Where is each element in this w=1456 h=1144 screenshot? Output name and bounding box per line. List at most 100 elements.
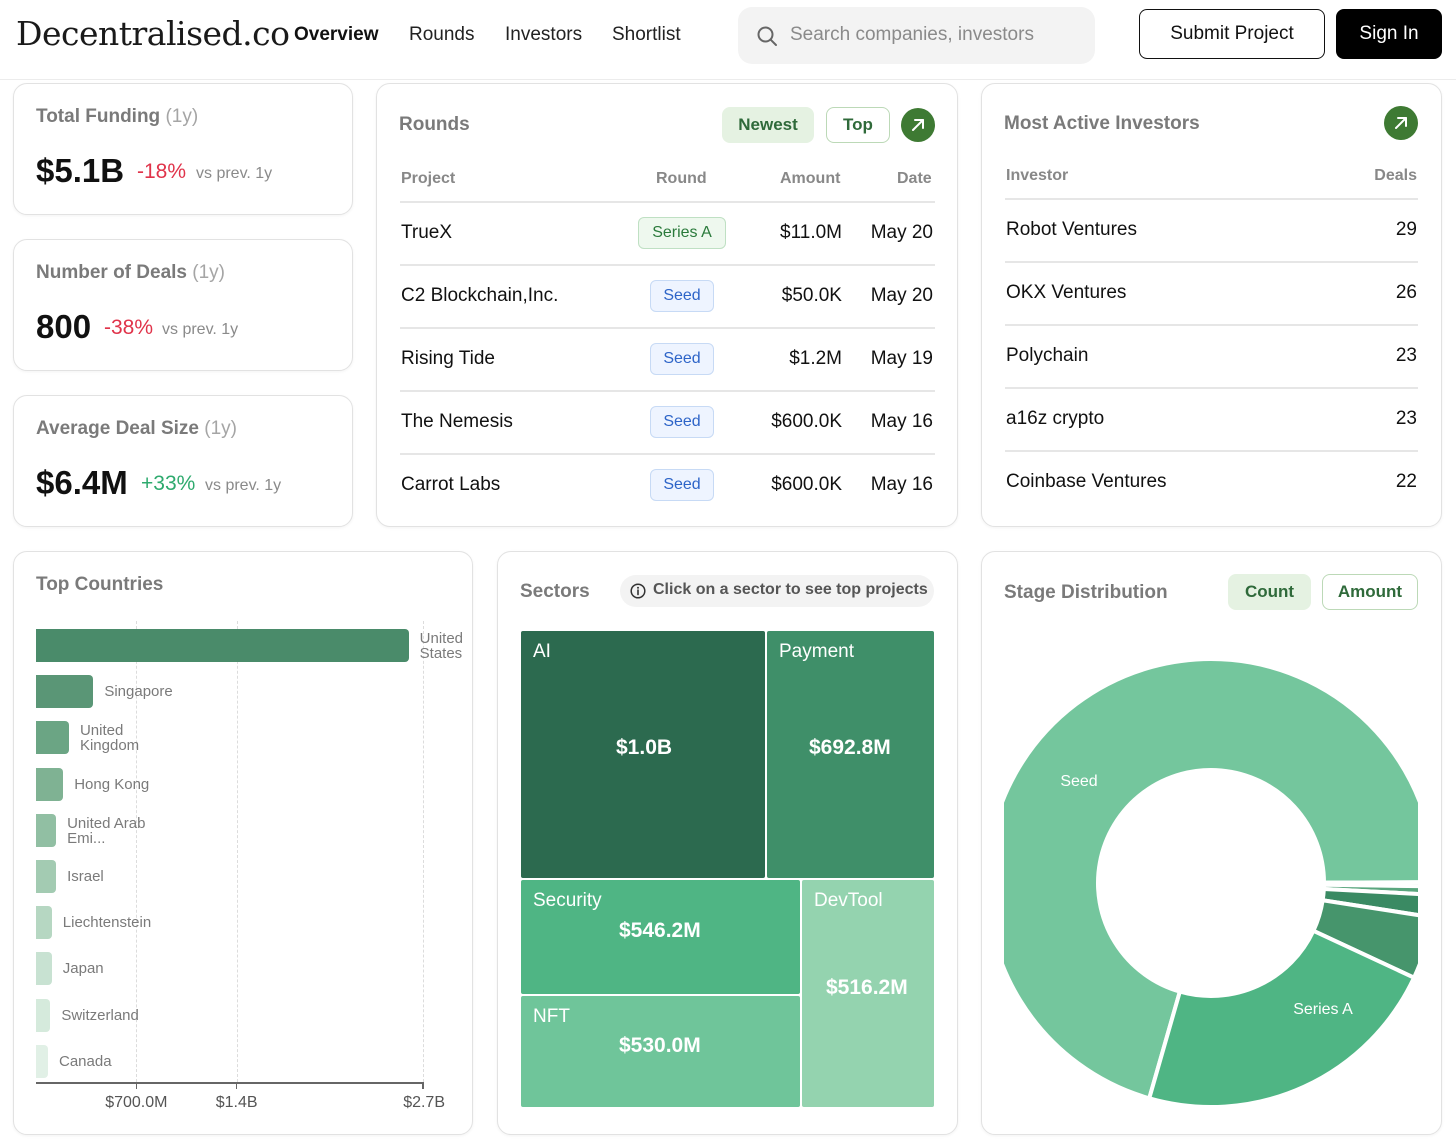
round-amount: $600.0K (771, 474, 842, 495)
tab-amount[interactable]: Amount (1322, 574, 1418, 610)
country-bar[interactable] (36, 767, 64, 801)
rounds-expand-button[interactable] (901, 108, 935, 142)
round-project[interactable]: C2 Blockchain,Inc. (401, 285, 559, 306)
nav-overview[interactable]: Overview (294, 24, 379, 45)
country-label-line: Emi... (67, 829, 106, 847)
country-bar[interactable] (36, 906, 52, 940)
country-label: United Arab Emi... (67, 816, 145, 846)
round-amount: $1.2M (789, 348, 842, 369)
gridline (423, 621, 424, 1082)
sector-name: Payment (779, 641, 854, 662)
stage-donut-chart: Seed Series A (1004, 657, 1418, 1109)
kpi-vs-label: vs prev. 1y (162, 321, 239, 338)
stage-donut-clip: Seed Series A (1004, 630, 1418, 1120)
nav-rounds[interactable]: Rounds (409, 24, 475, 45)
kpi-change: +33% (141, 472, 196, 495)
column-header-project: Project (401, 170, 456, 187)
kpi-value: $5.1B (36, 152, 125, 189)
donut-slice-label: Series A (1293, 1001, 1353, 1018)
country-bar[interactable] (36, 813, 57, 847)
search-icon (757, 26, 777, 46)
sector-name: DevTool (814, 890, 883, 911)
kpi-total-funding-card: Total Funding (1y) $5.1B -18% vs prev. 1… (13, 83, 353, 215)
country-bar[interactable] (36, 629, 409, 662)
round-badge: Seed (650, 343, 714, 375)
top-countries-title: Top Countries (36, 574, 164, 595)
sector-tile-ai[interactable]: AI $1.0B (521, 631, 765, 878)
investors-card: Most Active Investors Investor Deals Rob… (981, 83, 1442, 527)
divider (400, 453, 935, 455)
country-bar[interactable] (36, 721, 69, 755)
round-project[interactable]: Rising Tide (401, 348, 495, 369)
sector-value: $1.0B (616, 736, 673, 759)
divider (1005, 324, 1418, 326)
country-label: Hong Kong (74, 775, 150, 793)
country-label: Japan (62, 960, 104, 978)
x-axis-tick-label: $1.4B (215, 1094, 258, 1111)
investor-name[interactable]: Robot Ventures (1006, 219, 1137, 240)
sector-tile-payment[interactable]: Payment $692.8M (767, 631, 934, 878)
kpi-change: -38% (104, 316, 154, 339)
sector-value: $516.2M (826, 976, 908, 999)
country-label: Switzerland (61, 1006, 139, 1024)
tab-top[interactable]: Top (826, 107, 890, 143)
round-amount: $600.0K (771, 411, 842, 432)
sector-value: $546.2M (619, 919, 701, 942)
round-amount: $11.0M (780, 222, 842, 243)
tab-count[interactable]: Count (1228, 574, 1311, 610)
sector-value: $692.8M (809, 736, 891, 759)
country-label-line: United (419, 630, 464, 647)
country-label: Canada (59, 1052, 112, 1070)
round-date: May 20 (870, 222, 933, 243)
investors-expand-button[interactable] (1384, 106, 1418, 140)
info-icon (630, 583, 646, 599)
investor-name[interactable]: Coinbase Ventures (1006, 471, 1167, 492)
nav-shortlist[interactable]: Shortlist (612, 24, 681, 45)
round-date: May 19 (870, 348, 933, 369)
investor-name[interactable]: a16z crypto (1006, 408, 1105, 429)
column-header-round: Round (656, 170, 707, 187)
kpi-title: Average Deal Size (1y) (36, 418, 238, 439)
search-input[interactable] (790, 17, 1080, 53)
round-project[interactable]: Carrot Labs (401, 474, 501, 495)
kpi-value: $6.4M (36, 464, 128, 501)
country-bar[interactable] (36, 860, 57, 893)
investor-deals: 26 (1395, 282, 1417, 303)
country-bar[interactable] (36, 998, 51, 1032)
kpi-avg-deal-card: Average Deal Size (1y) $6.4M +33% vs pre… (13, 395, 353, 527)
sector-tile-devtool[interactable]: DevTool $516.2M (802, 880, 934, 1107)
round-project[interactable]: The Nemesis (401, 411, 513, 432)
search-box[interactable] (738, 7, 1095, 64)
tab-newest[interactable]: Newest (722, 107, 814, 143)
logo[interactable]: Decentralised.co (16, 14, 290, 53)
round-project[interactable]: TrueX (401, 222, 453, 243)
country-label-line: States (419, 645, 463, 662)
nav-investors[interactable]: Investors (505, 24, 583, 45)
country-label: United States (420, 631, 463, 661)
country-label-line: Kingdom (79, 737, 140, 755)
round-badge: Series A (638, 217, 726, 249)
donut-slice-label: Seed (1060, 773, 1097, 790)
country-label-line: United (79, 722, 124, 740)
investor-name[interactable]: OKX Ventures (1006, 282, 1127, 303)
country-bar[interactable] (36, 952, 52, 986)
submit-project-button[interactable]: Submit Project (1139, 9, 1325, 59)
x-axis-tick (135, 1082, 138, 1089)
divider (1005, 198, 1418, 200)
investor-deals: 23 (1395, 345, 1417, 366)
sign-in-button[interactable]: Sign In (1336, 9, 1442, 59)
investor-name[interactable]: Polychain (1006, 345, 1089, 366)
top-header: Decentralised.co Overview Rounds Investo… (0, 0, 1456, 80)
sector-tile-nft[interactable]: NFT $530.0M (521, 996, 800, 1107)
rounds-title: Rounds (399, 114, 470, 135)
divider (400, 264, 935, 266)
country-bar[interactable] (36, 675, 94, 709)
donut-slice[interactable] (1004, 657, 1418, 1101)
donut-slice[interactable] (1146, 928, 1417, 1109)
sector-tile-security[interactable]: Security $546.2M (521, 880, 800, 994)
divider (400, 327, 935, 329)
round-date: May 20 (870, 285, 933, 306)
kpi-deals-card: Number of Deals (1y) 800 -38% vs prev. 1… (13, 239, 353, 371)
country-bar[interactable] (36, 1044, 48, 1078)
sector-name: AI (533, 641, 551, 662)
